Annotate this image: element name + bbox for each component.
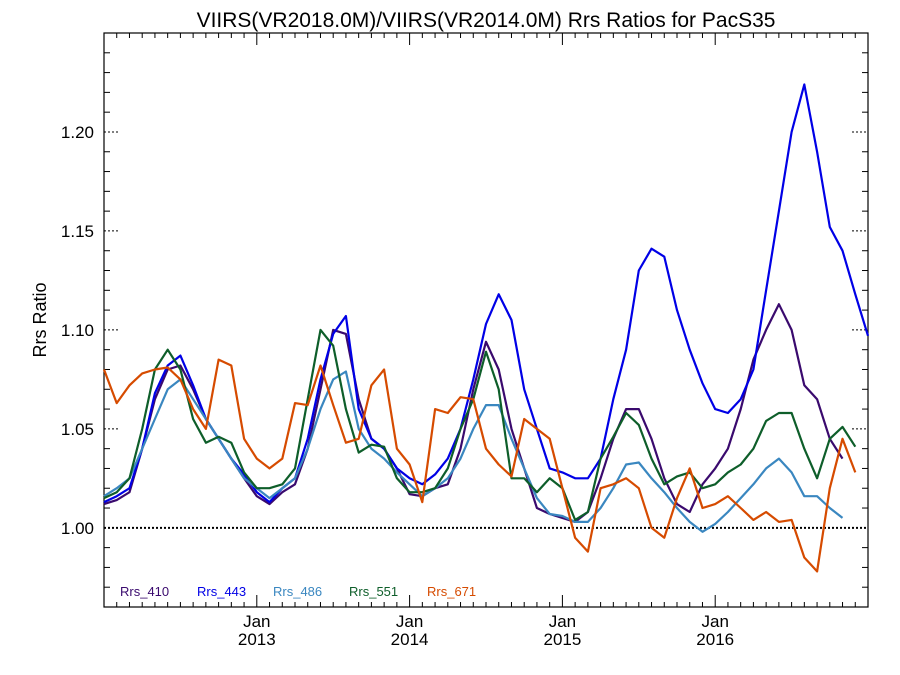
- y-tick-label: 1.15: [61, 222, 94, 241]
- x-tick-label-year: 2016: [696, 630, 734, 649]
- x-tick-label-month: Jan: [701, 612, 728, 631]
- y-tick-label: 1.00: [61, 519, 94, 538]
- series-line-rrs-486: [103, 370, 844, 533]
- series-line-rrs-551: [103, 328, 857, 522]
- x-tick-label-year: 2015: [543, 630, 581, 649]
- y-tick-label: 1.05: [61, 420, 94, 439]
- series-line-rrs-671: [102, 358, 857, 573]
- y-axis-label: Rrs Ratio: [30, 282, 50, 357]
- x-tick-label-year: 2014: [391, 630, 429, 649]
- x-tick-label-year: 2013: [238, 630, 276, 649]
- legend-entry: Rrs_551: [349, 584, 398, 599]
- chart-title: VIIRS(VR2018.0M)/VIIRS(VR2014.0M) Rrs Ra…: [197, 9, 776, 32]
- series-line-rrs-410: [103, 303, 844, 524]
- y-tick-label: 1.20: [61, 123, 94, 142]
- legend-entry: Rrs_410: [120, 584, 169, 599]
- legend-entry: Rrs_486: [273, 584, 322, 599]
- y-tick-label: 1.10: [61, 321, 94, 340]
- legend-entry: Rrs_671: [427, 584, 476, 599]
- x-tick-label-month: Jan: [243, 612, 270, 631]
- plot-area: 1.001.051.101.151.20Jan2013Jan2014Jan201…: [61, 32, 870, 649]
- x-tick-label-month: Jan: [396, 612, 423, 631]
- x-tick-label-month: Jan: [549, 612, 576, 631]
- legend-entry: Rrs_443: [197, 584, 246, 599]
